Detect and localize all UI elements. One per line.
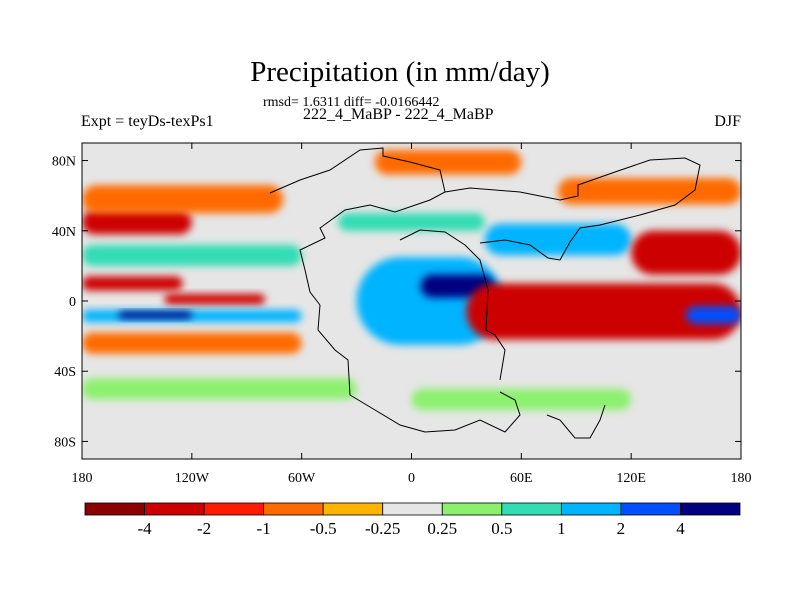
colorbar-swatch-0 xyxy=(84,502,145,516)
y-tick-label-2: 0 xyxy=(69,295,76,310)
field-region-11 xyxy=(338,213,485,231)
colorbar-label-9: 4 xyxy=(676,519,685,538)
field-region-12 xyxy=(374,150,522,175)
colorbar-label-8: 2 xyxy=(617,519,626,538)
colorbar-swatch-10 xyxy=(680,502,741,516)
x-axis: 180 120W 60W 0 60E 120E 180 xyxy=(72,143,752,486)
colorbar-label-3: -0.5 xyxy=(310,519,337,538)
field-region-6 xyxy=(82,185,284,214)
field-region-8 xyxy=(82,378,357,400)
x-tick-label-2: 60W xyxy=(288,471,316,486)
colorbar-swatch-1 xyxy=(144,502,205,516)
coastline-north-america xyxy=(269,147,446,306)
colorbar-label-7: 1 xyxy=(557,519,566,538)
coastline-africa xyxy=(399,229,506,381)
x-tick-label-3: 0 xyxy=(408,471,415,486)
colorbar-swatch-6 xyxy=(441,502,503,516)
y-tick-label-4: 80S xyxy=(54,435,76,450)
chart-subtitle: 222_4_MaBP - 222_4_MaBP xyxy=(303,106,494,123)
colorbar-label-0: -4 xyxy=(137,519,152,538)
field-region-5 xyxy=(82,209,192,235)
x-tick-label-1: 120W xyxy=(175,471,210,486)
colorbar-label-6: 0.5 xyxy=(491,519,512,538)
colorbar-swatch-3 xyxy=(263,502,324,516)
coastline-eurasia xyxy=(444,157,701,261)
colorbar-swatch-7 xyxy=(501,502,562,516)
chart-title: Precipitation (in mm/day) xyxy=(250,56,550,88)
field-region-7 xyxy=(82,244,302,266)
experiment-label: Expt = teyDs-texPs1 xyxy=(81,113,214,130)
field-region-3 xyxy=(118,311,192,319)
y-tick-label-3: 40S xyxy=(54,365,76,380)
colorbar-label-2: -1 xyxy=(257,519,271,538)
coastline-australia xyxy=(546,404,606,439)
y-axis: 80N 40N 0 40S 80S xyxy=(52,155,741,450)
chart-stats: rmsd= 1.6311 diff= -0.0166442 xyxy=(263,95,440,110)
colorbar: -4 -2 -1 -0.5 -0.25 0.25 0.5 1 2 4 xyxy=(84,502,741,538)
field-region-2 xyxy=(82,309,302,323)
field-region-19 xyxy=(411,388,632,410)
field-region-4 xyxy=(82,332,302,354)
colorbar-label-5: 0.25 xyxy=(427,519,457,538)
season-label: DJF xyxy=(714,113,741,130)
colorbar-label-4: -0.25 xyxy=(365,519,400,538)
field-region-16 xyxy=(686,306,741,324)
colorbar-label-1: -2 xyxy=(197,519,211,538)
colorbar-swatch-8 xyxy=(560,502,622,516)
colorbar-swatch-5 xyxy=(382,502,443,516)
x-tick-label-0: 180 xyxy=(72,471,93,486)
field-region-17 xyxy=(631,230,741,275)
x-tick-label-5: 120E xyxy=(616,471,646,486)
colorbar-swatch-9 xyxy=(620,502,681,516)
land-outline xyxy=(269,147,701,439)
coastline-south-america xyxy=(317,304,521,433)
colorbar-swatch-4 xyxy=(322,502,384,516)
field-region-15 xyxy=(503,297,668,326)
y-tick-label-1: 40N xyxy=(52,225,76,240)
y-tick-label-0: 80N xyxy=(52,155,76,170)
precipitation-field xyxy=(82,150,741,410)
colorbar-swatch-2 xyxy=(203,502,265,516)
field-region-13 xyxy=(484,223,632,256)
x-tick-label-6: 180 xyxy=(731,471,752,486)
field-region-1 xyxy=(164,293,266,305)
field-region-18 xyxy=(557,178,741,205)
x-tick-label-4: 60E xyxy=(510,471,533,486)
field-region-0 xyxy=(82,276,183,291)
